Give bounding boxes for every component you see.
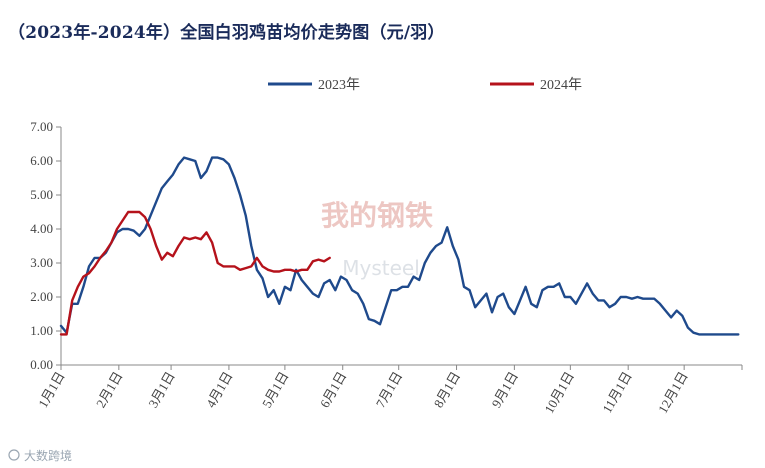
x-tick-label: 11月1日 [599, 369, 635, 415]
series-line-2023 [59, 156, 740, 336]
x-tick-label: 8月1日 [431, 369, 463, 410]
x-tick-label: 4月1日 [203, 369, 235, 410]
y-tick-label: 7.00 [30, 119, 53, 134]
x-tick-label: 1月1日 [35, 369, 67, 410]
x-tick-label: 12月1日 [655, 369, 691, 416]
corner-watermark: 大数跨境 [8, 448, 72, 463]
chart-title: （2023年-2024年）全国白羽鸡苗均价走势图（元/羽） [8, 23, 445, 43]
x-tick-label: 2月1日 [93, 369, 125, 410]
series-layer [59, 156, 740, 336]
legend-label-2023: 2023年 [318, 77, 360, 93]
y-tick-label: 4.00 [30, 221, 53, 236]
x-tick-label: 7月1日 [373, 369, 405, 410]
watermark-corner-text: 大数跨境 [24, 448, 72, 463]
x-tick-label: 5月1日 [259, 369, 291, 410]
center-watermark: 我的钢铁 Mysteel [321, 199, 433, 280]
series-line-2024 [59, 210, 331, 336]
y-tick-label: 6.00 [30, 153, 53, 168]
y-tick-label: 3.00 [30, 255, 53, 270]
legend-label-2024: 2024年 [540, 77, 582, 93]
x-tick-label: 9月1日 [488, 369, 520, 410]
watermark-brand-text: Mysteel [342, 256, 420, 280]
legend: 2023年 2024年 [268, 77, 582, 93]
y-tick-label: 1.00 [30, 323, 53, 338]
y-tick-label: 2.00 [30, 289, 53, 304]
x-tick-label: 10月1日 [541, 369, 577, 416]
x-tick-label: 3月1日 [145, 369, 177, 410]
x-axis: 1月1日 2月1日 3月1日 4月1日 5月1日 6月1日 7月1日 8月1日 9月1日 10月1… [35, 364, 743, 416]
x-tick-label: 6月1日 [317, 369, 349, 410]
y-tick-label: 0.00 [30, 357, 53, 372]
watermark-logo-icon [8, 449, 20, 461]
watermark-logo-text: 我的钢铁 [321, 199, 433, 232]
y-axis: 0.00 1.00 2.00 3.00 4.00 5.00 6.00 7.00 [30, 119, 62, 372]
y-tick-label: 5.00 [30, 187, 53, 202]
